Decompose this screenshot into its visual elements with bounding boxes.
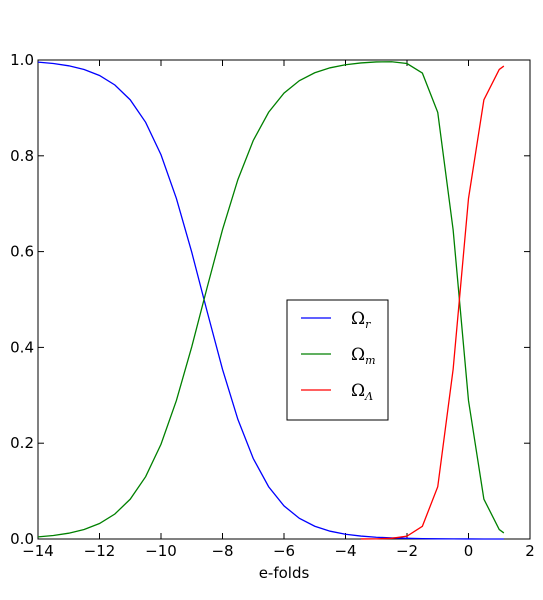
x-axis-label: e-folds (259, 564, 310, 582)
x-tick-label: 2 (525, 542, 535, 560)
x-tick-label: −12 (84, 542, 116, 560)
y-tick-label: 0.0 (10, 530, 34, 548)
x-tick-label: −2 (396, 542, 418, 560)
y-tick-label: 0.6 (10, 243, 34, 261)
x-tick-label: −4 (334, 542, 356, 560)
y-tick-label: 1.0 (10, 51, 34, 69)
x-tick-label: −8 (211, 542, 233, 560)
data-line (37, 61, 504, 540)
legend-label: Ωm (351, 345, 376, 367)
x-tick-label: 0 (464, 542, 474, 560)
x-tick-label: −14 (22, 542, 54, 560)
y-tick-label: 0.8 (10, 147, 34, 165)
x-tick-label: −10 (145, 542, 177, 560)
data-line (37, 61, 505, 538)
legend-label: Ωr (351, 309, 371, 331)
x-tick-label: −6 (273, 542, 295, 560)
legend-box (286, 299, 389, 421)
y-tick-label: 0.4 (10, 338, 34, 356)
plot-frame (37, 59, 531, 540)
legend-label: ΩΛ (351, 381, 373, 403)
y-tick-label: 0.2 (10, 434, 34, 452)
data-line (360, 65, 505, 540)
